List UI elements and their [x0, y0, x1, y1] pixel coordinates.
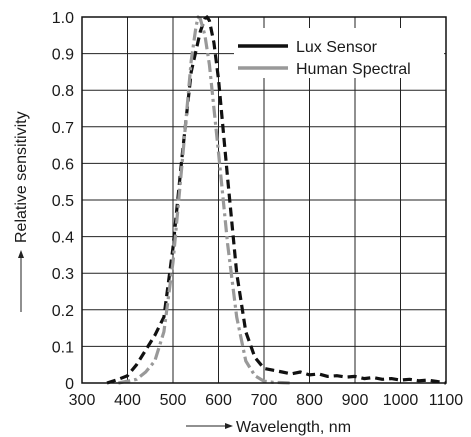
y-tick-label: 0.9	[52, 47, 74, 64]
y-tick-label: 0.8	[52, 83, 74, 100]
x-tick-label: 300	[69, 392, 96, 409]
y-tick-label: 0.7	[52, 120, 74, 137]
y-tick-label: 0.4	[52, 230, 74, 247]
legend: Lux Sensor Human Spectral	[234, 28, 444, 78]
y-tick-label: 0.3	[52, 266, 74, 283]
series-line-human-spectral	[118, 15, 292, 385]
x-tick-label: 400	[114, 392, 141, 409]
y-tick-label: 0.5	[52, 193, 74, 210]
series-layer	[106, 15, 447, 385]
x-axis-label-group: Wavelength, nm	[186, 419, 351, 436]
y-tick-label: 0.6	[52, 156, 74, 173]
x-tick-label: 700	[251, 392, 278, 409]
y-axis-label: Relative sensitivity	[13, 111, 30, 243]
x-tick-label: 1000	[383, 392, 419, 409]
plot-frame	[81, 16, 447, 384]
y-axis-label-group: Relative sensitivity	[13, 111, 30, 312]
y-tick-label: 0.1	[52, 339, 74, 356]
y-tick-label: 0	[65, 376, 74, 393]
legend-label-human-spectral: Human Spectral	[296, 61, 411, 78]
tick-labels: 300 400 500 600 700 800 900 1000 1100 0 0.1 0.2 0.3 0…	[52, 10, 464, 409]
x-tick-label: 1100	[429, 392, 464, 409]
x-tick-label: 900	[342, 392, 369, 409]
y-tick-label: 1.0	[52, 10, 74, 27]
y-tick-label: 0.2	[52, 303, 74, 320]
x-tick-label: 500	[160, 392, 187, 409]
x-axis-label: Wavelength, nm	[236, 419, 351, 436]
y-axis-arrowhead	[18, 250, 24, 258]
x-tick-label: 800	[296, 392, 323, 409]
x-tick-label: 600	[205, 392, 232, 409]
x-axis-arrowhead	[225, 423, 233, 429]
legend-label-lux-sensor: Lux Sensor	[296, 39, 378, 56]
